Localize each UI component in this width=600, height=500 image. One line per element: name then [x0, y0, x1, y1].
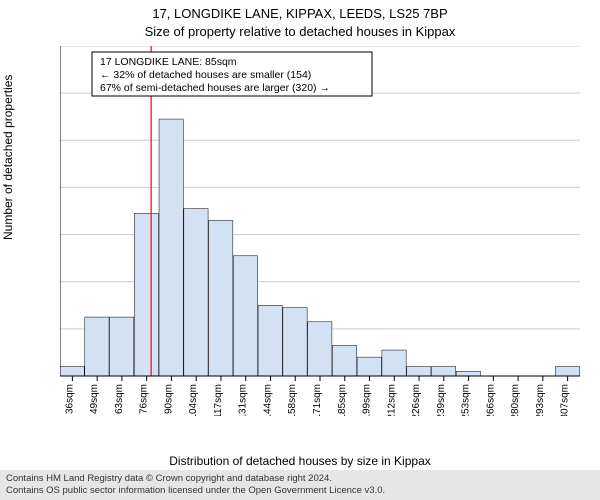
- bar: [110, 317, 134, 376]
- svg-text:76sqm: 76sqm: [139, 384, 150, 414]
- svg-text:280sqm: 280sqm: [510, 384, 521, 416]
- svg-text:49sqm: 49sqm: [89, 384, 100, 414]
- annot-line3: 67% of semi-detached houses are larger (…: [100, 82, 330, 94]
- svg-text:239sqm: 239sqm: [436, 384, 447, 416]
- footer-line1: Contains HM Land Registry data © Crown c…: [6, 473, 594, 485]
- page-title: 17, LONGDIKE LANE, KIPPAX, LEEDS, LS25 7…: [0, 6, 600, 21]
- svg-text:226sqm: 226sqm: [411, 384, 422, 416]
- svg-text:199sqm: 199sqm: [362, 384, 373, 416]
- svg-text:144sqm: 144sqm: [262, 384, 273, 416]
- bar: [308, 322, 332, 376]
- footer: Contains HM Land Registry data © Crown c…: [0, 470, 600, 500]
- svg-text:131sqm: 131sqm: [238, 384, 249, 416]
- x-axis-label: Distribution of detached houses by size …: [0, 454, 600, 468]
- svg-text:253sqm: 253sqm: [461, 384, 472, 416]
- svg-text:307sqm: 307sqm: [560, 384, 571, 416]
- bar: [357, 357, 381, 376]
- bar: [134, 213, 158, 376]
- subtitle: Size of property relative to detached ho…: [0, 24, 600, 39]
- svg-text:63sqm: 63sqm: [114, 384, 125, 414]
- svg-text:90sqm: 90sqm: [163, 384, 174, 414]
- svg-text:158sqm: 158sqm: [287, 384, 298, 416]
- bar: [283, 308, 307, 376]
- bar: [332, 345, 356, 376]
- bar: [456, 371, 480, 376]
- histogram-chart: 020406080100120140 36sqm49sqm63sqm76sqm9…: [60, 46, 580, 416]
- footer-line2: Contains OS public sector information li…: [6, 485, 594, 497]
- svg-text:212sqm: 212sqm: [386, 384, 397, 416]
- bar: [85, 317, 109, 376]
- bar: [159, 119, 183, 376]
- bar: [431, 367, 455, 376]
- bar: [382, 350, 406, 376]
- bar: [60, 367, 84, 376]
- svg-text:293sqm: 293sqm: [535, 384, 546, 416]
- annot-line2: ← 32% of detached houses are smaller (15…: [100, 69, 311, 81]
- svg-text:36sqm: 36sqm: [64, 384, 75, 414]
- svg-text:171sqm: 171sqm: [312, 384, 323, 416]
- bar: [407, 367, 431, 376]
- bar: [233, 256, 257, 376]
- svg-text:104sqm: 104sqm: [188, 384, 199, 416]
- bar: [555, 367, 579, 376]
- bar: [184, 209, 208, 376]
- annot-line1: 17 LONGDIKE LANE: 85sqm: [100, 56, 237, 68]
- bar: [258, 305, 282, 376]
- svg-text:266sqm: 266sqm: [485, 384, 496, 416]
- bar: [209, 220, 233, 376]
- svg-text:117sqm: 117sqm: [213, 384, 224, 416]
- y-axis-label: Number of detached properties: [1, 75, 15, 240]
- svg-text:185sqm: 185sqm: [337, 384, 348, 416]
